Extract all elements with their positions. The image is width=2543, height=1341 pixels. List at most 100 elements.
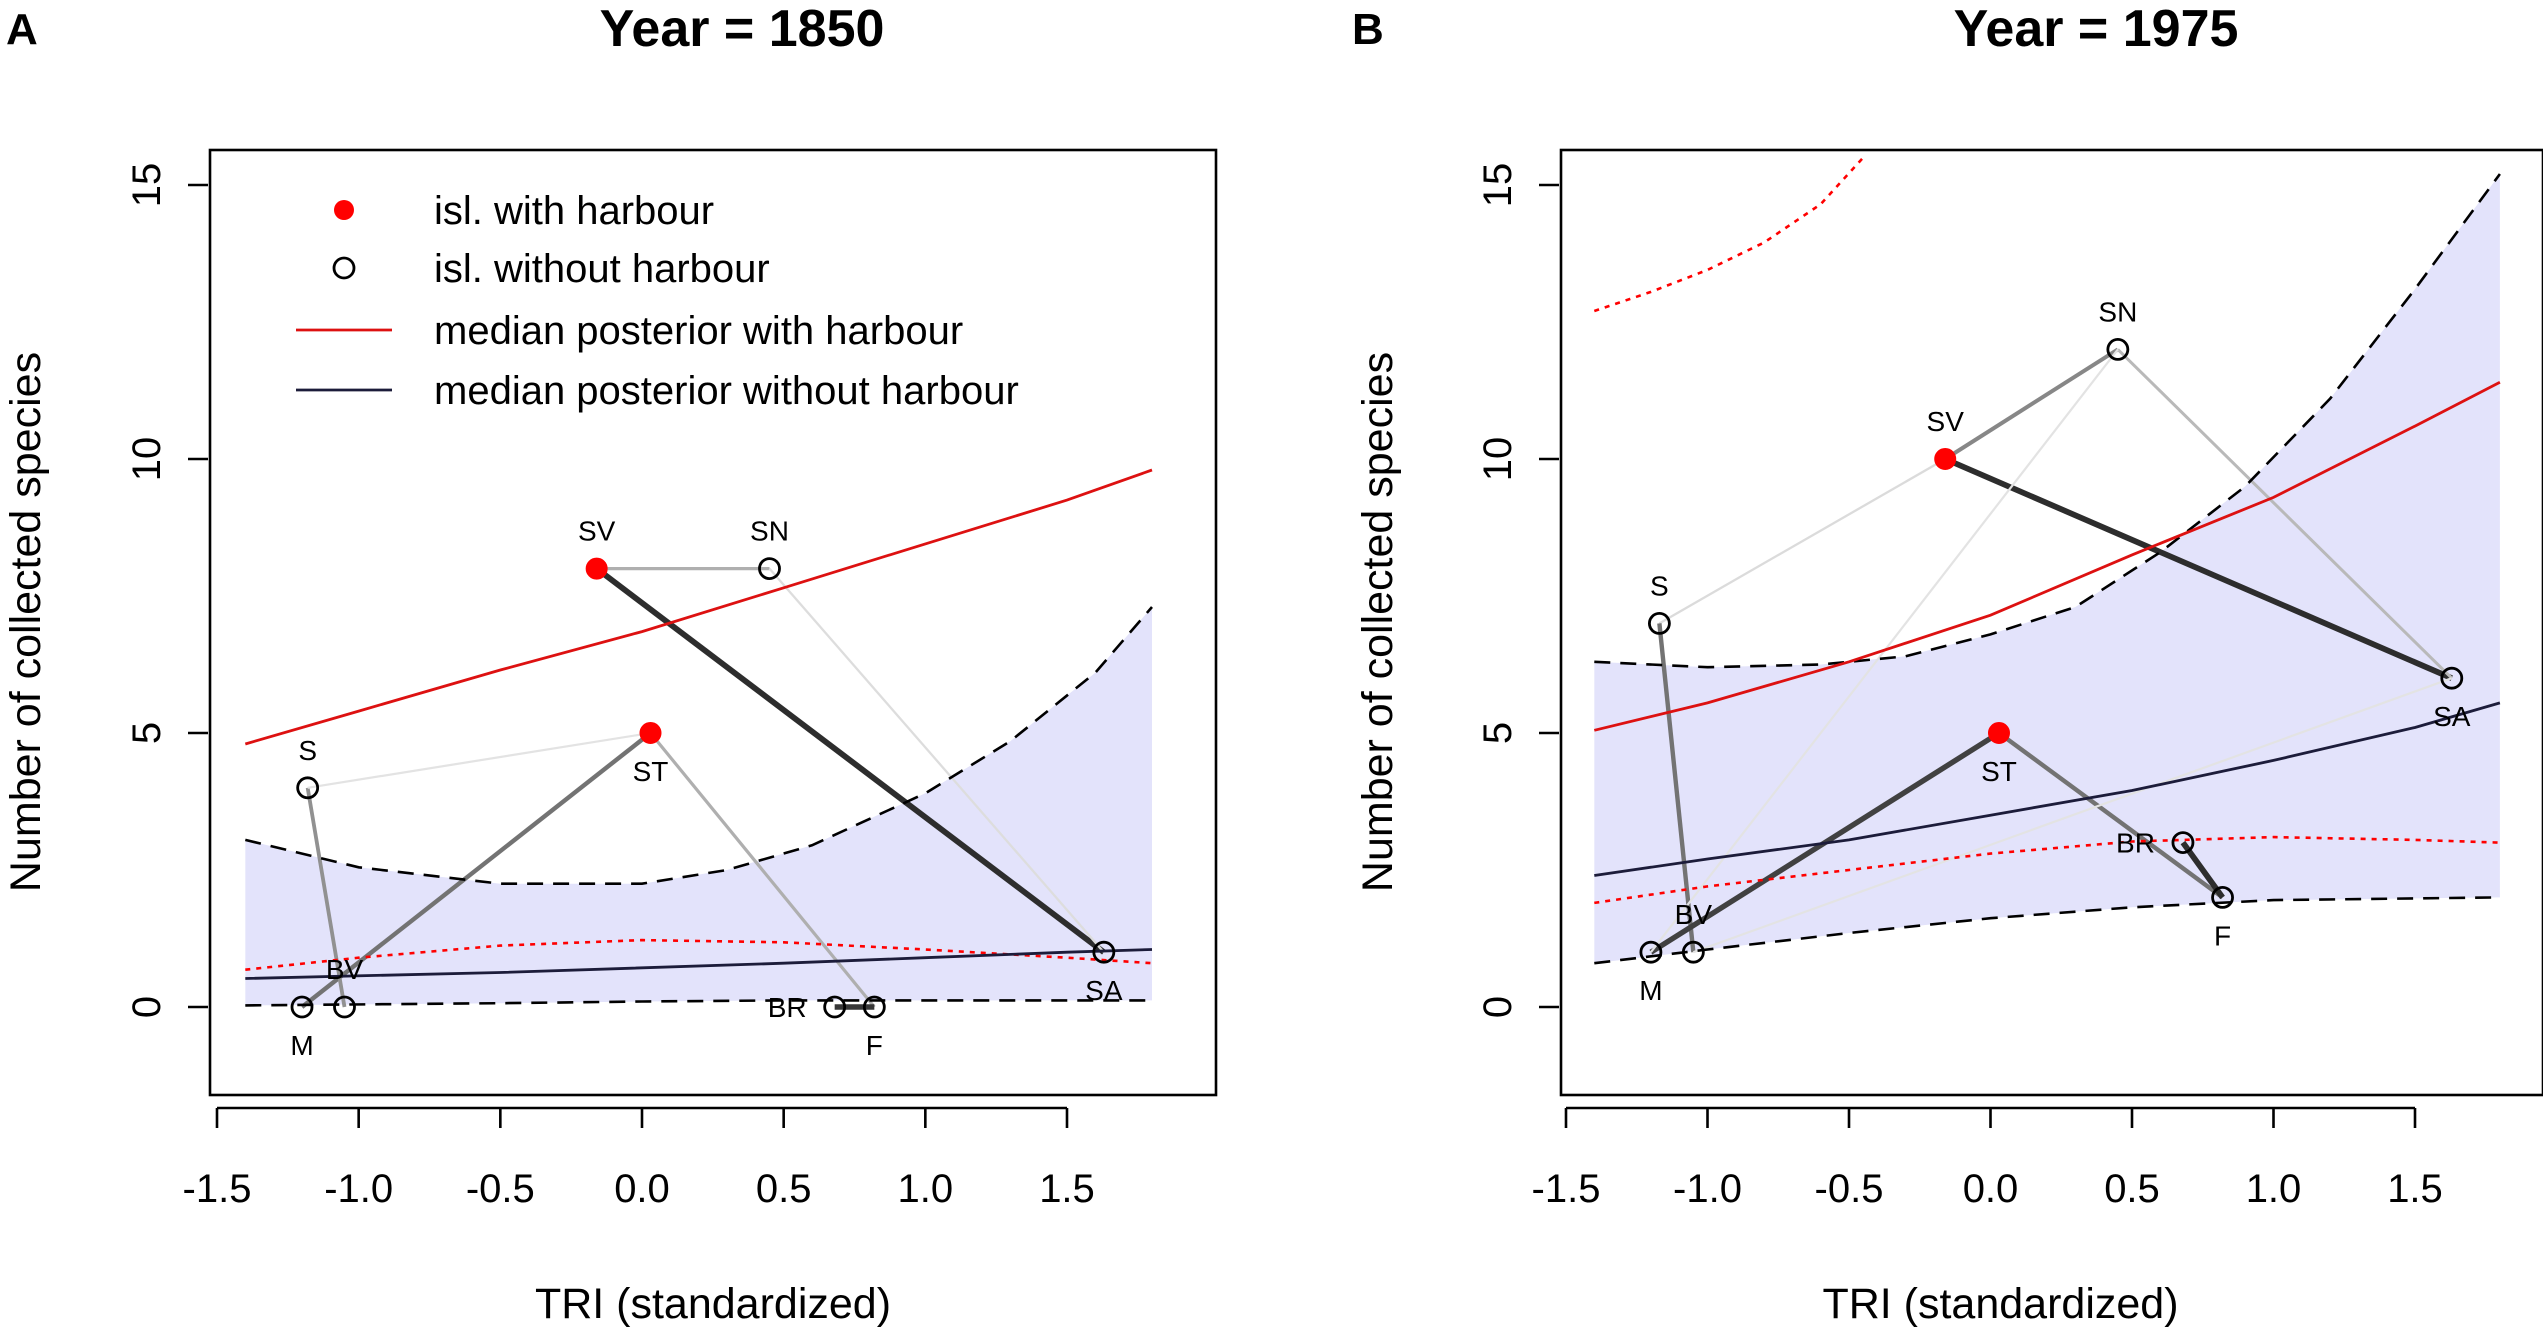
point-label-BR: BR — [2116, 828, 2155, 859]
plot-area — [244, 468, 1153, 1010]
connection-BV-SA — [1692, 677, 2453, 954]
point-M — [290, 995, 314, 1019]
x-tick-label: 0.5 — [2104, 1167, 2160, 1211]
median-with-harbour-curve — [244, 468, 1153, 746]
connection-S-BV — [1657, 623, 1696, 953]
legend-item-median-without: median posterior without harbour — [296, 369, 1019, 413]
point-M — [1639, 940, 1663, 964]
y-tick-label: 0 — [125, 996, 169, 1018]
lower-ci-curve — [245, 999, 1152, 1007]
x-tick-label: 1.0 — [2246, 1167, 2302, 1211]
point-label-SV: SV — [578, 516, 616, 547]
legend: isl. with harbour isl. without harbour med… — [296, 189, 1019, 413]
point-label-ST: ST — [633, 756, 669, 787]
plot-title: Year = 1975 — [1954, 0, 2239, 58]
point-label-BV: BV — [326, 954, 364, 985]
plot-title: Year = 1850 — [600, 0, 885, 58]
legend-item-without-harbour-points: isl. without harbour — [332, 247, 770, 291]
point-SV — [585, 557, 608, 580]
legend-label: median posterior with harbour — [434, 309, 963, 353]
panel-B: SN SV S SA ST BR F M BV -1.5 -1.0 -0.5 0.0 0.5 1.0 1.5 0… — [1352, 0, 2543, 1328]
legend-label: isl. with harbour — [434, 189, 714, 233]
point-SA — [1092, 940, 1116, 964]
point-label-SV: SV — [1927, 406, 1965, 437]
x-axis-title: TRI (standardized) — [1822, 1280, 2178, 1328]
y-tick-label: 5 — [125, 722, 169, 744]
x-axis-title: TRI (standardized) — [535, 1280, 891, 1328]
connection-S-SV — [1658, 458, 1946, 625]
x-tick-label: -1.5 — [183, 1167, 252, 1211]
point-label-F: F — [866, 1030, 883, 1061]
connection-SV-SN — [1944, 347, 2119, 461]
connection-SN-SA — [2116, 348, 2453, 680]
point-SN — [758, 557, 781, 580]
panel-letter: B — [1352, 5, 1384, 54]
legend-marker — [332, 256, 356, 280]
point-SN — [2106, 337, 2130, 361]
plot-frame — [208, 148, 1218, 1097]
point-ST — [639, 722, 662, 744]
connection-ST-M — [300, 731, 652, 1009]
x-tick-label: -0.5 — [466, 1167, 535, 1211]
y-tick-label: 0 — [1476, 996, 1520, 1018]
legend-label: isl. without harbour — [434, 247, 770, 291]
x-tick-label: 1.0 — [898, 1167, 954, 1211]
upper-ci-curve — [244, 606, 1153, 885]
legend-item-median-with: median posterior with harbour — [296, 309, 963, 353]
point-label-SA: SA — [2433, 701, 2471, 732]
point-F — [862, 995, 886, 1019]
point-BV — [1681, 940, 1705, 964]
credible-band — [245, 607, 1153, 1006]
point-ST — [1987, 722, 2010, 744]
panel-letter: A — [6, 5, 38, 54]
y-axis-title: Number of collected species — [2, 352, 50, 892]
panel-A: SV SN ST S SA M BV BR F -1.5 -1.0 -0.5 0.0 0.5 1.0 1.5 0… — [2, 0, 1218, 1328]
x-tick-label: 0.5 — [756, 1167, 812, 1211]
x-tick-label: 1.5 — [2387, 1167, 2443, 1211]
point-label-F: F — [2214, 920, 2231, 951]
point-label-M: M — [290, 1030, 313, 1061]
x-tick-label: 0.0 — [614, 1167, 670, 1211]
connection-ST-F — [1997, 731, 2224, 900]
connection-S-ST — [307, 731, 651, 789]
point-label-ST: ST — [1981, 756, 2017, 787]
plot-frame — [1559, 148, 2543, 1097]
point-BV — [333, 995, 356, 1019]
point-S — [1647, 612, 1671, 635]
connection-SN-SA — [768, 567, 1105, 953]
point-label-SN: SN — [2098, 296, 2137, 327]
connection-SV-SA — [1944, 456, 2453, 681]
point-label-SA: SA — [1085, 975, 1123, 1006]
point-BR — [2171, 831, 2195, 854]
y-tick-label: 10 — [1476, 437, 1520, 482]
x-tick-label: 1.5 — [1039, 1167, 1095, 1211]
point-S — [296, 776, 320, 800]
x-tick-label: -1.5 — [1532, 1167, 1601, 1211]
connection-S-BV — [305, 787, 347, 1008]
y-tick-label: 15 — [1476, 163, 1520, 208]
y-tick-label: 10 — [125, 437, 169, 482]
y-tick-label: 5 — [1476, 722, 1520, 744]
connection-SV-SA — [594, 566, 1106, 955]
x-tick-label: -1.0 — [1673, 1167, 1742, 1211]
median-without-harbour-curve — [1594, 701, 2501, 877]
x-tick-label: -0.5 — [1815, 1167, 1884, 1211]
point-label-BV: BV — [1675, 899, 1713, 930]
harbour-upper-dotted-curve — [1593, 156, 1865, 313]
credible-band — [1594, 174, 2500, 964]
point-BR — [823, 995, 847, 1019]
median-with-harbour-curve — [1593, 381, 2501, 732]
legend-item-with-harbour-points: isl. with harbour — [334, 189, 714, 233]
lower-ci-curve — [1594, 896, 2500, 965]
x-tick-label: 0.0 — [1963, 1167, 2019, 1211]
y-tick-label: 15 — [125, 163, 169, 208]
plot-area — [1593, 156, 2501, 965]
point-SA — [2440, 666, 2464, 690]
point-SV — [1934, 448, 1957, 470]
y-axis-title: Number of collected species — [1354, 352, 1402, 892]
legend-label: median posterior without harbour — [434, 369, 1019, 413]
point-label-BR: BR — [768, 992, 807, 1023]
x-tick-label: -1.0 — [324, 1167, 393, 1211]
upper-ci-curve — [1594, 173, 2501, 669]
